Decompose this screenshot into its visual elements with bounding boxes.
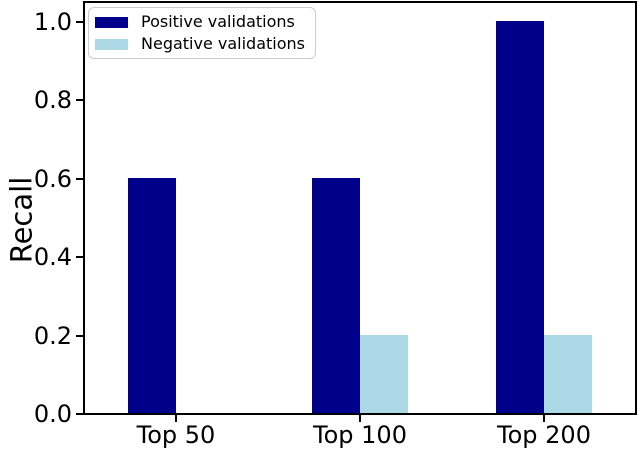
ytick-mark-0.2 xyxy=(76,334,83,337)
ytick-mark-0.0 xyxy=(76,413,83,415)
ytick-mark-1.0 xyxy=(76,21,83,23)
bar-negative-validations-top-100 xyxy=(360,334,408,413)
legend-item-positive: Positive validations xyxy=(95,13,305,31)
xtick-label-top-50: Top 50 xyxy=(136,421,216,449)
bar-positive-validations-top-100 xyxy=(312,177,360,413)
xtick-label-top-100: Top 100 xyxy=(313,421,407,449)
legend-swatch-positive xyxy=(95,16,128,28)
xtick-label-top-200: Top 200 xyxy=(497,421,591,449)
ytick-mark-0.4 xyxy=(76,256,83,259)
ytick-label-0.8: 0.8 xyxy=(33,86,72,115)
bar-positive-validations-top-50 xyxy=(128,177,176,413)
ytick-label-0.2: 0.2 xyxy=(33,321,72,350)
bar-positive-validations-top-200 xyxy=(496,21,544,413)
legend-swatch-negative xyxy=(95,38,128,50)
legend-label-positive: Positive validations xyxy=(141,12,295,31)
ytick-label-0.6: 0.6 xyxy=(33,164,72,193)
ytick-mark-0.8 xyxy=(76,99,83,102)
legend: Positive validations Negative validation… xyxy=(88,7,316,59)
xtick-mark-top-200 xyxy=(543,415,545,422)
xtick-mark-top-50 xyxy=(175,415,177,422)
ytick-label-0.0: 0.0 xyxy=(33,400,72,428)
bar-negative-validations-top-200 xyxy=(544,334,592,413)
ytick-label-0.4: 0.4 xyxy=(33,243,72,272)
legend-label-negative: Negative validations xyxy=(141,34,305,53)
ytick-mark-0.6 xyxy=(76,177,83,180)
legend-item-negative: Negative validations xyxy=(95,35,305,53)
ytick-label-1.0: 1.0 xyxy=(33,8,72,36)
xtick-mark-top-100 xyxy=(359,415,361,422)
